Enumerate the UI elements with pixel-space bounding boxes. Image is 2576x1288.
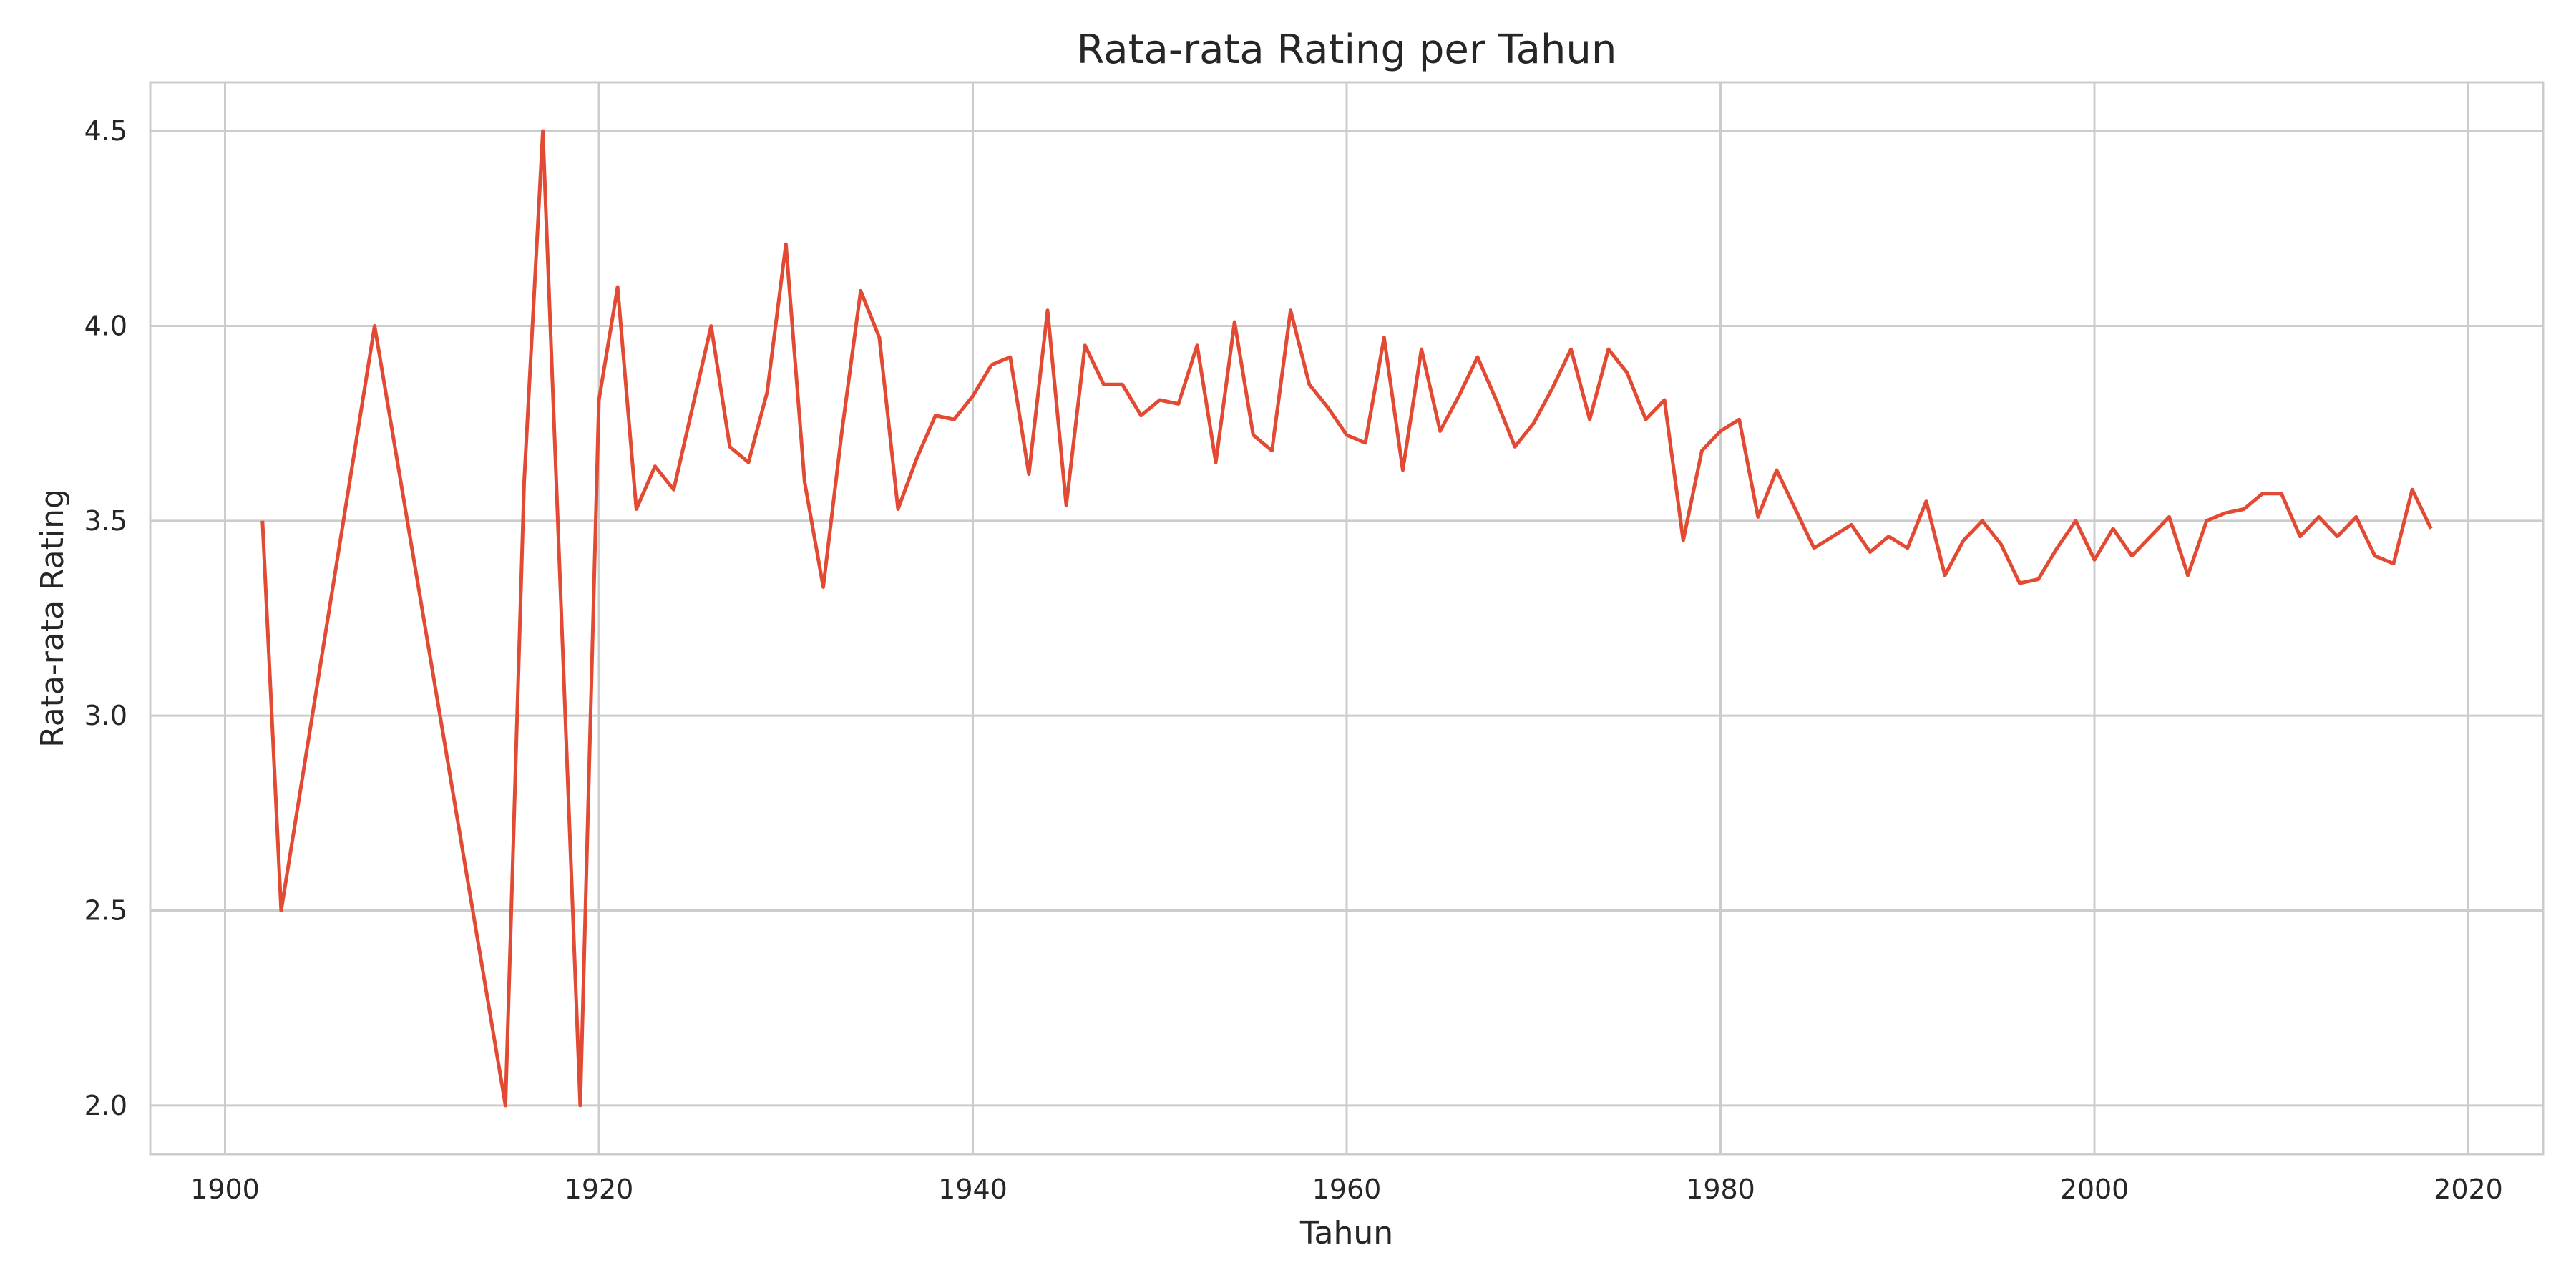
x-tick-label: 2000 bbox=[2060, 1174, 2129, 1205]
y-tick-label: 2.0 bbox=[84, 1090, 127, 1121]
x-tick-label: 1980 bbox=[1686, 1174, 1755, 1205]
y-axis-ticks: 2.0 2.5 3.0 3.5 4.0 4.5 bbox=[84, 115, 127, 1121]
y-tick-label: 2.5 bbox=[84, 895, 127, 927]
x-tick-label: 1940 bbox=[938, 1174, 1008, 1205]
y-tick-label: 3.0 bbox=[84, 700, 127, 731]
y-tick-label: 4.0 bbox=[84, 310, 127, 341]
x-axis-ticks: 1900 1920 1940 1960 1980 2000 2020 bbox=[190, 1174, 2503, 1205]
x-tick-label: 1960 bbox=[1312, 1174, 1382, 1205]
gridlines bbox=[150, 82, 2543, 1154]
x-tick-label: 1900 bbox=[190, 1174, 260, 1205]
x-tick-label: 1920 bbox=[565, 1174, 634, 1205]
y-tick-label: 4.5 bbox=[84, 115, 127, 147]
series-line bbox=[260, 129, 2433, 1108]
x-axis-label: Tahun bbox=[1299, 1215, 1393, 1252]
chart-title: Rata-rata Rating per Tahun bbox=[1077, 26, 1617, 73]
y-tick-label: 3.5 bbox=[84, 505, 127, 537]
x-tick-label: 2020 bbox=[2434, 1174, 2503, 1205]
y-axis-label: Rata-rata Rating bbox=[34, 489, 71, 748]
